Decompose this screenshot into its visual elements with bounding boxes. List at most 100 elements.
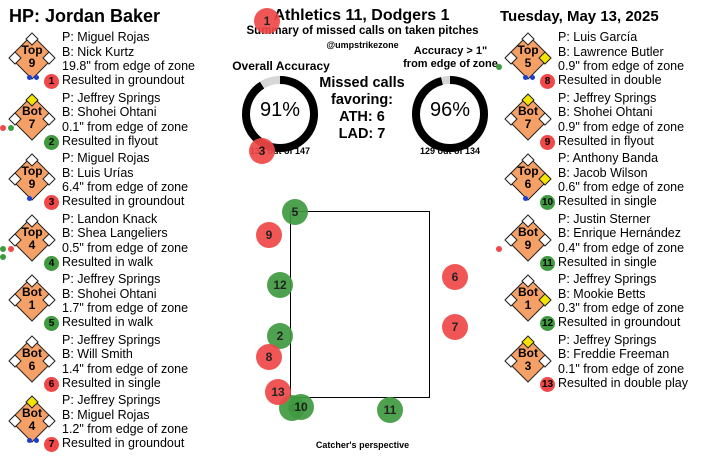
base-diamond [504,274,552,322]
range-accuracy-count: 129 out of 134 [419,146,481,156]
pitcher-name: P: Jeffrey Springs [62,393,161,407]
base-diamond [8,153,56,201]
pitcher-name: P: Jeffrey Springs [62,332,161,347]
base-diamond [8,334,56,383]
base-diamond [8,92,56,141]
play-result: Resulted in walk [62,254,154,269]
inning-number: 7 [28,116,36,131]
matchup-card[interactable]: Bot 1 P: Jeffrey Springs B: Mookie Betts 0.3… [496,272,711,332]
matchup-card[interactable]: Bot 1 P: Jeffrey Springs B: Shohei Ohtani 1.… [0,272,215,332]
matchup-card[interactable]: Bot 6 P: Jeffrey Springs B: Will Smith 1.4" … [0,333,215,393]
missed-call-marker: 1 [254,8,280,34]
card-text: P: Landon Knack B: Shea Langeliers 0.5" fr… [62,212,188,256]
call-number-badge: 5 [44,316,59,331]
pitcher-name: P: Jeffrey Springs [558,332,657,347]
matchup-card[interactable]: Bot 3 P: Jeffrey Springs B: Freddie Freeman… [496,333,711,393]
matchup-card[interactable]: Top 9 P: Miguel Rojas B: Luis Urías 6.4" fro… [0,151,215,211]
play-result: Resulted in single [62,375,161,390]
second-base [521,153,535,167]
batter-name: B: Lawrence Butler [558,44,664,59]
base-diamond [504,334,552,383]
missed-call-marker: 3 [249,138,275,164]
play-result: Resulted in double [558,73,662,87]
inning-half: Bot [22,285,42,299]
third-base [504,353,518,368]
inning-number: 3 [524,358,532,373]
play-result: Resulted in walk [62,315,154,329]
baserunner-dot [0,253,6,260]
first-base [538,353,552,368]
matchup-card[interactable]: Top 5 P: Luis García B: Lawrence Butler 0.9"… [496,30,711,90]
third-base [8,232,22,247]
call-number-badge: 6 [44,376,59,392]
third-base [8,293,22,307]
batter-name: B: Shohei Ohtani [62,105,157,119]
matchup-card[interactable]: Bot 7 P: Jeffrey Springs B: Shohei Ohtani 0.… [0,91,215,151]
play-result: Resulted in groundout [62,194,185,208]
out-indicator [523,75,528,80]
first-base [42,172,56,186]
card-text: P: Miguel Rojas B: Nick Kurtz 19.8" from e… [62,30,195,74]
overall-accuracy-ring [242,76,318,152]
distance-from-zone: 0.6" from edge of zone [558,180,685,194]
matchup-card[interactable]: Bot 4 P: Jeffrey Springs B: Miguel Rojas 1.2… [0,393,215,453]
first-base [42,51,56,65]
baserunner-dot [8,245,14,252]
third-base [504,111,518,126]
strike-zone [290,211,430,398]
matchup-card[interactable]: Top 4 P: Landon Knack B: Shea Langeliers 0.5… [0,212,215,272]
call-number-badge: 9 [540,134,555,150]
call-number-badge: 1 [44,74,59,89]
second-base [25,395,39,409]
call-number-badge: 3 [44,195,59,210]
base-diamond [8,274,56,322]
matchup-card[interactable]: Top 9 P: Miguel Rojas B: Nick Kurtz 19.8" fr… [0,30,215,90]
distance-from-zone: 0.4" from edge of zone [558,240,685,255]
baserunner-dot [0,245,6,252]
overall-accuracy-label: Overall Accuracy [232,59,330,73]
inning-number: 1 [524,298,532,312]
play-result: Resulted in single [558,254,657,269]
missed-call-marker: 13 [265,379,291,405]
second-base [521,32,535,46]
inning-half: Bot [22,103,42,118]
pitcher-name: P: Landon Knack [62,211,158,226]
third-base [8,111,22,126]
card-text: P: Jeffrey Springs B: Freddie Freeman 0.1"… [558,333,684,377]
favoring-title-2: favoring: [330,92,394,108]
pitcher-name: P: Anthony Banda [558,151,659,165]
missed-call-marker: 8 [256,344,282,370]
pitcher-name: P: Luis García [558,30,638,44]
matchup-card[interactable]: Top 6 P: Anthony Banda B: Jacob Wilson 0.6" … [496,151,711,211]
inning-half: Top [517,43,539,57]
game-score: Athletics 11, Dodgers 1 [273,7,450,24]
out-indicator [34,438,39,443]
first-base [42,414,56,428]
card-text: P: Jeffrey Springs B: Shohei Ohtani 0.1" f… [62,91,188,135]
range-accuracy-label-line2: from edge of zone [403,58,498,70]
inning-half: Bot [518,103,538,118]
matchup-card[interactable]: Bot 9 P: Justin Sterner B: Enrique Hernánde… [496,212,711,272]
third-base [504,172,518,186]
inning-number: 9 [28,177,36,191]
pitcher-name: P: Jeffrey Springs [558,90,657,105]
play-result: Resulted in groundout [558,315,681,329]
favoring-lad: LAD: 7 [338,126,386,142]
call-number-badge: 8 [540,74,555,89]
card-text: P: Miguel Rojas B: Luis Urías 6.4" from ed… [62,151,188,195]
call-number-badge: 7 [44,437,59,452]
base-diamond [504,153,552,201]
batter-name: B: Enrique Hernández [558,226,681,240]
inning-number: 6 [28,358,36,373]
first-base [538,51,552,65]
distance-from-zone: 0.1" from edge of zone [558,361,685,376]
card-text: P: Jeffrey Springs B: Miguel Rojas 1.2" fr… [62,393,188,437]
handle: @umpstrikezone [326,40,399,50]
favoring-title-1: Missed calls [319,75,405,91]
matchup-card[interactable]: Bot 7 P: Jeffrey Springs B: Shohei Ohtani 0.… [496,91,711,151]
second-base [521,92,535,107]
base-diamond [8,395,56,443]
inning-number: 7 [524,116,532,131]
second-base [25,213,39,228]
batter-name: B: Miguel Rojas [62,407,150,422]
